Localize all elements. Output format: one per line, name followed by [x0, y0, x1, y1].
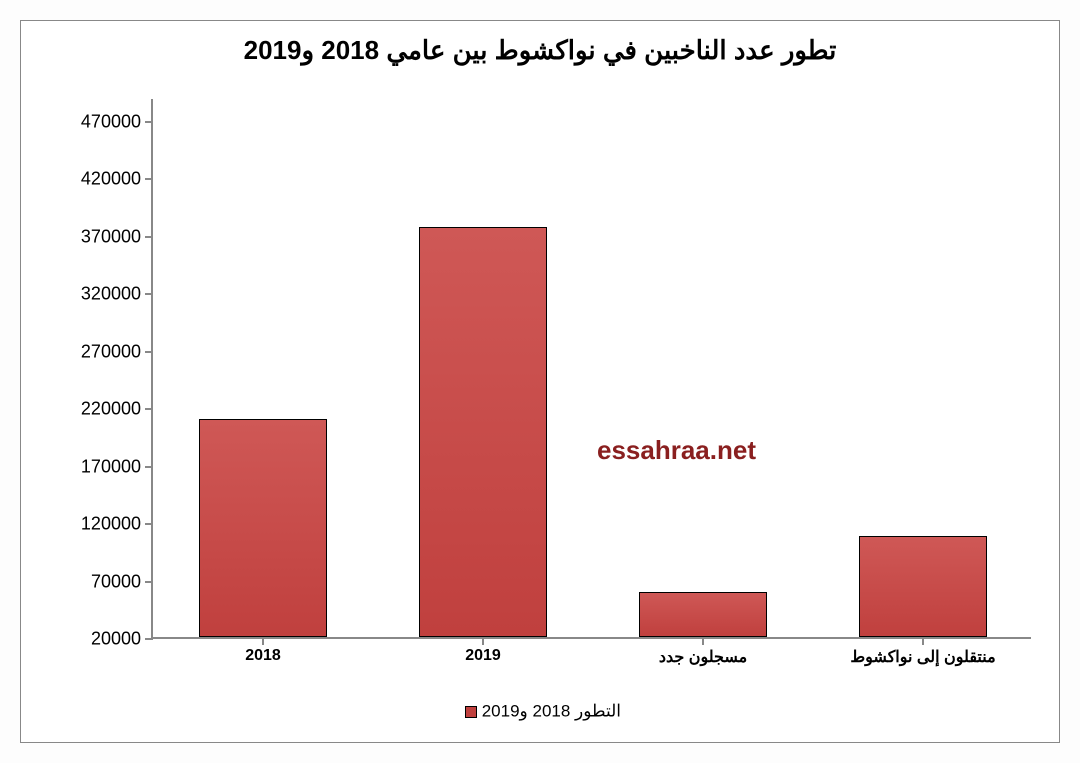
legend-label: التطور 2018 و2019	[482, 702, 621, 721]
y-tick-label: 320000	[81, 284, 153, 305]
y-tick-label: 470000	[81, 111, 153, 132]
x-tick-label: منتقلون إلى نواكشوط	[850, 637, 995, 667]
y-tick-label: 120000	[81, 514, 153, 535]
y-tick-label: 70000	[91, 571, 153, 592]
watermark-text: essahraa.net	[597, 435, 756, 466]
plot-area: 2000070000120000170000220000270000320000…	[151, 99, 1031, 639]
bar	[859, 536, 987, 637]
y-tick-label: 420000	[81, 169, 153, 190]
bar	[639, 592, 767, 637]
legend-swatch	[465, 706, 477, 718]
y-tick-label: 270000	[81, 341, 153, 362]
legend: التطور 2018 و2019	[21, 701, 1059, 722]
bar	[419, 227, 547, 637]
x-tick-label: 2018	[245, 637, 281, 665]
y-tick-label: 170000	[81, 456, 153, 477]
chart-title: تطور عدد الناخبين في نواكشوط بين عامي 20…	[21, 35, 1059, 66]
x-tick-label: 2019	[465, 637, 501, 665]
y-tick-label: 370000	[81, 226, 153, 247]
bar	[199, 419, 327, 637]
x-tick-label: مسجلون جدد	[659, 637, 747, 667]
chart-frame: تطور عدد الناخبين في نواكشوط بين عامي 20…	[20, 20, 1060, 743]
y-tick-label: 20000	[91, 629, 153, 650]
y-tick-label: 220000	[81, 399, 153, 420]
